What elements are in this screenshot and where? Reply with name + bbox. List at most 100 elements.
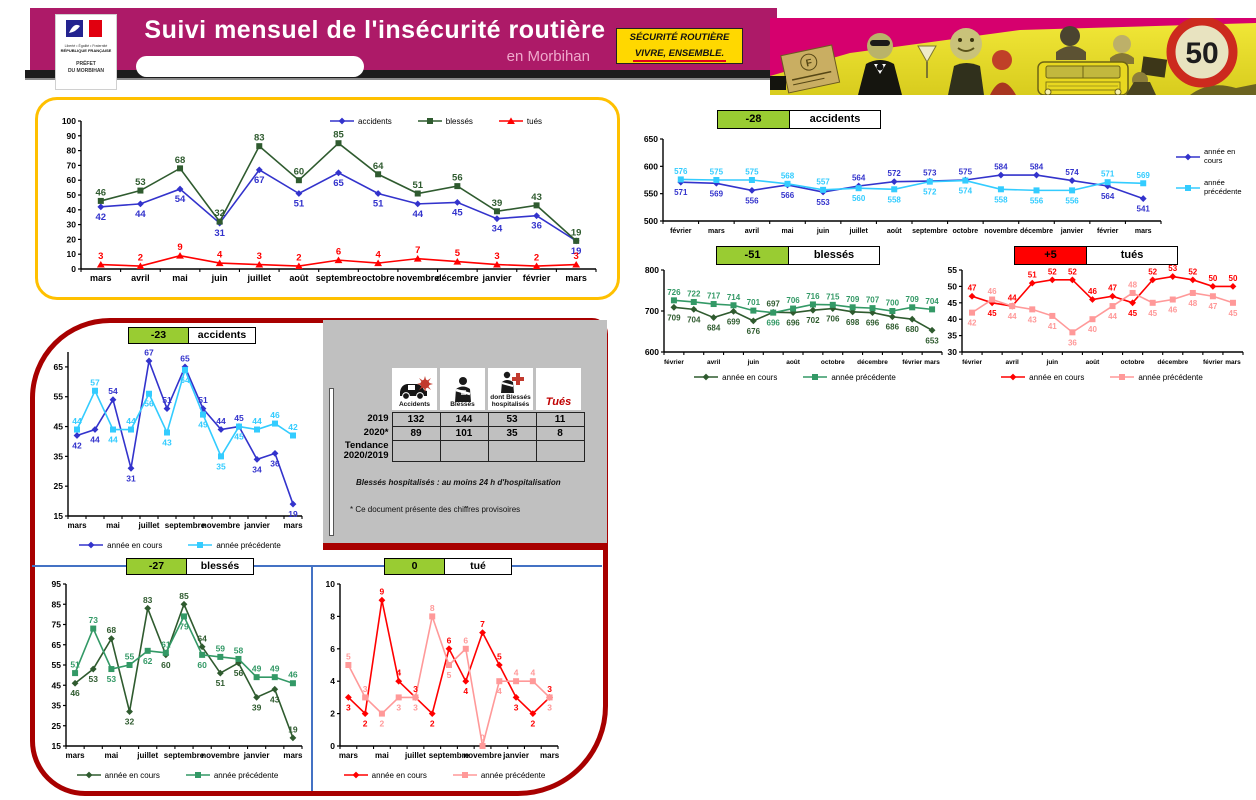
svg-text:706: 706 <box>786 296 800 305</box>
svg-text:42: 42 <box>968 319 977 328</box>
svg-text:709: 709 <box>667 313 681 322</box>
svg-text:45: 45 <box>54 422 64 432</box>
svg-text:64: 64 <box>373 161 384 172</box>
svg-text:572: 572 <box>888 169 902 178</box>
svg-text:54: 54 <box>175 194 186 205</box>
svg-text:653: 653 <box>925 336 939 345</box>
svg-text:500: 500 <box>644 216 658 226</box>
securite-routiere-badge: SÉCURITÉ ROUTIÈRE VIVRE, ENSEMBLE. <box>616 28 743 64</box>
svg-text:44: 44 <box>1008 294 1017 303</box>
svg-text:43: 43 <box>1028 315 1037 324</box>
table-row: Tendance 2020/2019 <box>336 440 585 462</box>
svg-text:44: 44 <box>252 416 262 426</box>
svg-text:août: août <box>1086 359 1101 366</box>
delta-badge: -23 <box>129 328 189 343</box>
svg-text:64: 64 <box>197 633 207 643</box>
svg-text:45: 45 <box>1128 309 1137 318</box>
svg-text:avril: avril <box>1005 359 1019 366</box>
svg-text:44: 44 <box>216 416 226 426</box>
france-flag-icon <box>66 20 102 37</box>
svg-text:722: 722 <box>687 289 701 298</box>
legend-overview: accidents blessés tués <box>330 116 542 126</box>
svg-text:46: 46 <box>288 670 298 680</box>
svg-text:6: 6 <box>447 635 452 645</box>
svg-text:51: 51 <box>373 199 384 210</box>
svg-text:67: 67 <box>254 175 265 186</box>
svg-text:15: 15 <box>52 741 62 751</box>
svg-text:mars: mars <box>90 273 112 283</box>
banner-collage: F <box>770 16 1256 96</box>
logo-motto: Liberté • Égalité • Fraternité <box>64 44 108 48</box>
svg-text:3: 3 <box>574 251 579 262</box>
svg-text:septembre: septembre <box>429 751 470 760</box>
svg-text:49: 49 <box>270 664 280 674</box>
svg-text:mars: mars <box>66 751 86 760</box>
svg-text:41: 41 <box>1048 322 1057 331</box>
svg-text:32: 32 <box>125 717 135 727</box>
svg-text:569: 569 <box>1137 171 1151 180</box>
svg-text:2: 2 <box>296 253 301 264</box>
svg-text:35: 35 <box>54 451 64 461</box>
svg-text:558: 558 <box>888 195 902 204</box>
svg-text:25: 25 <box>54 481 64 491</box>
chart-tues-cumul: 30 35 40 45 50 55 février avril juin août octobre d… <box>938 260 1253 373</box>
svg-text:8: 8 <box>430 603 435 613</box>
svg-text:mars: mars <box>924 359 940 366</box>
svg-text:50: 50 <box>1208 274 1217 283</box>
svg-text:701: 701 <box>747 298 761 307</box>
svg-text:44: 44 <box>90 435 100 445</box>
svg-text:50: 50 <box>67 190 77 200</box>
svg-text:556: 556 <box>1030 196 1044 205</box>
svg-text:8: 8 <box>330 611 335 621</box>
svg-text:juillet: juillet <box>138 521 160 530</box>
svg-text:43: 43 <box>531 192 542 203</box>
svg-text:34: 34 <box>492 224 503 235</box>
svg-text:60: 60 <box>67 175 77 185</box>
legend-entry: année précédente <box>188 540 281 550</box>
svg-text:février: février <box>523 273 551 283</box>
svg-text:568: 568 <box>781 171 795 180</box>
svg-text:702: 702 <box>806 316 820 325</box>
legend-entry: blessés <box>417 116 473 126</box>
svg-text:25: 25 <box>52 721 62 731</box>
svg-text:572: 572 <box>923 188 937 197</box>
svg-text:40: 40 <box>948 314 958 324</box>
tues-column-header: Tués <box>536 368 581 410</box>
delta-badge: 0 <box>385 559 445 574</box>
svg-text:juin: juin <box>1046 359 1059 366</box>
svg-text:7: 7 <box>480 619 485 629</box>
svg-text:3: 3 <box>346 702 351 712</box>
svg-text:4: 4 <box>514 668 519 678</box>
svg-text:553: 553 <box>816 198 830 207</box>
blesses-hospitalises-column-header: dont Blessés hospitalisés <box>488 368 533 410</box>
svg-text:mars: mars <box>67 521 87 530</box>
chart-title-accidents-cumul: -28 accidents <box>717 110 881 129</box>
svg-text:2: 2 <box>363 719 368 729</box>
svg-text:novembre: novembre <box>984 228 1018 235</box>
svg-text:62: 62 <box>143 656 153 666</box>
logo-republic: RÉPUBLIQUE FRANÇAISE <box>60 48 112 53</box>
svg-text:557: 557 <box>816 177 830 186</box>
svg-text:décembre: décembre <box>436 273 479 283</box>
legend-entry: année en cours <box>694 372 777 382</box>
summary-note-2: * Ce document présente des chiffres prov… <box>350 505 521 514</box>
chart-accidents-cumul: 500 550 600 650 février mars avril mai juin juill… <box>637 123 1169 241</box>
svg-text:43: 43 <box>270 694 280 704</box>
svg-text:573: 573 <box>923 169 937 178</box>
svg-text:707: 707 <box>866 296 880 305</box>
svg-text:83: 83 <box>254 133 265 144</box>
svg-text:janvier: janvier <box>502 751 529 760</box>
svg-text:2: 2 <box>530 719 535 729</box>
svg-text:56: 56 <box>234 668 244 678</box>
svg-text:9: 9 <box>380 587 385 597</box>
svg-text:569: 569 <box>710 189 724 198</box>
svg-text:574: 574 <box>959 187 973 196</box>
legend-blesses-mensuel: année en cours année précédente <box>45 770 310 780</box>
svg-text:35: 35 <box>948 331 958 341</box>
svg-text:556: 556 <box>1065 196 1079 205</box>
svg-text:36: 36 <box>1068 338 1077 347</box>
svg-text:73: 73 <box>88 615 98 625</box>
legend-entry: accidents <box>330 116 392 126</box>
svg-text:février: février <box>902 359 922 366</box>
svg-text:696: 696 <box>767 319 781 328</box>
